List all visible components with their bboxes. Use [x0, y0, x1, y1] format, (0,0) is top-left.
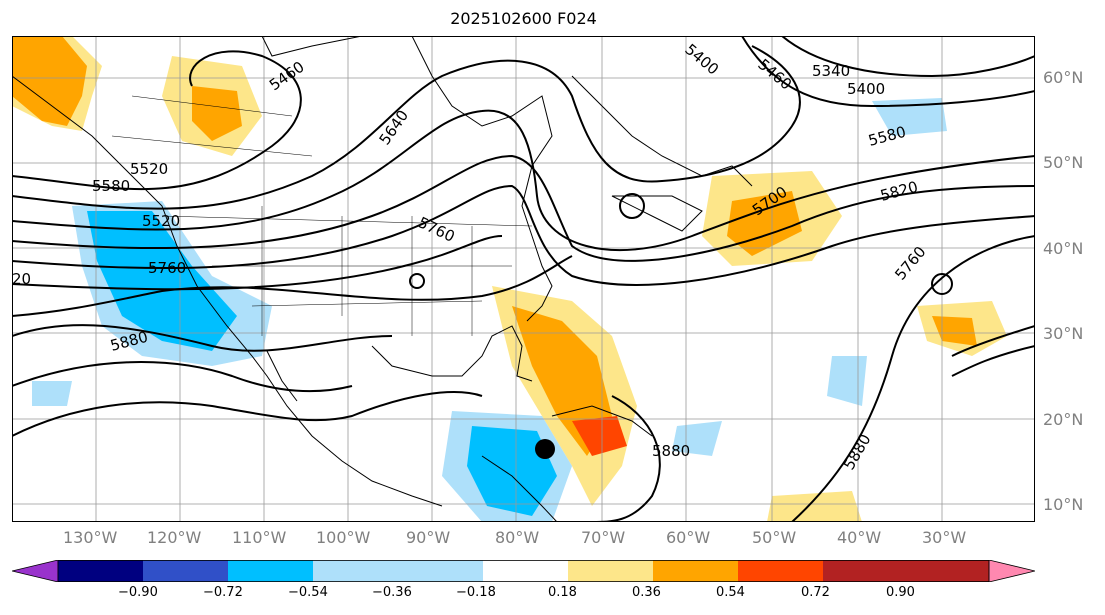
colorbar-tick: −0.36 [372, 585, 412, 600]
lat-label: 20°N [1043, 410, 1084, 429]
colorbar-bin [228, 560, 313, 582]
colorbar-bin [483, 560, 568, 582]
colorbar-bin [143, 560, 228, 582]
contour-label: 5520 [130, 160, 168, 178]
height-contours [12, 36, 1035, 522]
lat-label: 10°N [1043, 495, 1084, 514]
colorbar-tick: −0.18 [456, 585, 496, 600]
colorbar-tick: −0.72 [203, 585, 243, 600]
colorbar-bin [398, 560, 483, 582]
colorbar-bin [738, 560, 823, 582]
contour-label: 5880 [652, 442, 690, 460]
lon-label: 60°W [666, 528, 711, 547]
lat-label: 60°N [1043, 68, 1084, 87]
lon-label: 70°W [581, 528, 626, 547]
lon-label: 90°W [406, 528, 451, 547]
lon-label: 120°W [147, 528, 202, 547]
colorbar [12, 560, 1035, 582]
lat-label: 50°N [1043, 153, 1084, 172]
lon-label: 110°W [232, 528, 287, 547]
colorbar-tick: −0.54 [288, 585, 328, 600]
colorbar-bin [58, 560, 143, 582]
contour-label: 20 [12, 270, 31, 288]
contour-label: 5400 [847, 80, 885, 98]
lon-label: 40°W [837, 528, 882, 547]
lat-label: 30°N [1043, 324, 1084, 343]
colorbar-tick: 0.54 [716, 585, 745, 600]
colorbar-tick: 0.90 [886, 585, 915, 600]
lon-label: 80°W [495, 528, 540, 547]
map-panel: 5460 5520 5640 5460 5340 5400 5580 5580 … [12, 36, 1035, 522]
lon-label: 50°W [752, 528, 797, 547]
lon-label: 130°W [63, 528, 118, 547]
colorbar-tick: 0.18 [548, 585, 577, 600]
colorbar-bin [823, 560, 908, 582]
contour-label: 5760 [148, 259, 186, 277]
colorbar-tick: 0.72 [801, 585, 830, 600]
contour-label: 5340 [812, 62, 850, 80]
lat-label: 40°N [1043, 239, 1084, 258]
colorbar-bin [653, 560, 738, 582]
colorbar-bin [568, 560, 653, 582]
colorbar-bin [313, 560, 398, 582]
shading-negative [32, 98, 947, 522]
lon-label: 100°W [316, 528, 371, 547]
colorbar-arrow-low [12, 560, 59, 582]
shading-positive [12, 36, 1007, 522]
contour-label: 5580 [92, 177, 130, 195]
colorbar-tick: −0.90 [118, 585, 158, 600]
contour-label: 5520 [142, 212, 180, 230]
coastlines [12, 36, 753, 522]
lon-label: 30°W [922, 528, 967, 547]
colorbar-bin [908, 560, 989, 582]
political-borders [111, 95, 533, 336]
colorbar-arrow-high [988, 560, 1035, 582]
map-title: 2025102600 F024 [450, 9, 597, 28]
storm-center-dot [535, 439, 555, 459]
colorbar-tick: 0.36 [632, 585, 661, 600]
